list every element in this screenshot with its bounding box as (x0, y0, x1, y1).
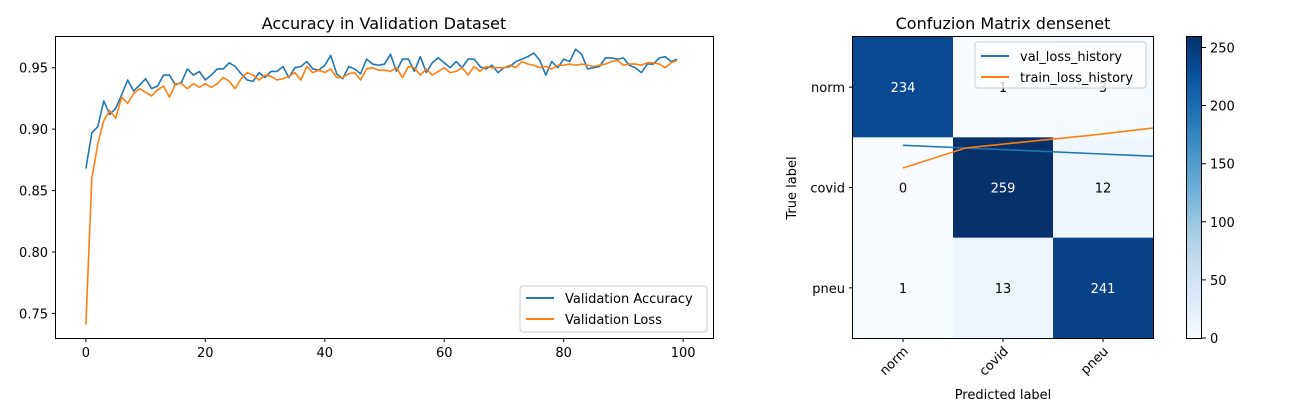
accuracy-series-lines (85, 48, 678, 325)
colorbar-tick-label: 100 (1210, 216, 1235, 231)
validation-loss-line (85, 59, 678, 325)
matrix-cell-value: 3 (1099, 81, 1107, 96)
confusion-col-labels: norm covid pneu (877, 338, 1112, 379)
confusion-overlay-lines (902, 127, 1154, 169)
colorbar-tick-label: 50 (1210, 274, 1227, 289)
val-loss-history-line (902, 144, 1154, 157)
matrix-cell (853, 37, 954, 138)
y-tick-label: 0.90 (19, 123, 48, 138)
confusion-row-labels: norm covid pneu (810, 81, 853, 297)
matrix-cell-value: 12 (1095, 182, 1112, 197)
colorbar-tick-label: 250 (1210, 41, 1235, 56)
matrix-cell (853, 137, 954, 239)
colorbar-tick-label: 0 (1210, 332, 1218, 347)
matrix-cell (953, 237, 1054, 339)
matrix-cell-value: 1 (999, 81, 1007, 96)
legend-label-validation-accuracy: Validation Accuracy (565, 292, 693, 307)
x-tick-label: 100 (671, 346, 696, 361)
accuracy-x-ticks: 0 20 40 60 80 100 (82, 338, 696, 361)
legend-label-val-loss-history: val_loss_history (1020, 50, 1122, 65)
x-tick-label: 60 (436, 346, 453, 361)
y-tick-label: 0.75 (19, 307, 48, 322)
confusion-overlay-legend: val_loss_history train_loss_history (974, 41, 1147, 89)
col-label: covid (977, 344, 1012, 379)
matrix-cell (1053, 237, 1154, 339)
colorbar (1186, 36, 1202, 339)
confusion-legend-box (974, 41, 1147, 89)
matrix-cell-value: 13 (995, 282, 1012, 297)
legend-label-validation-loss: Validation Loss (565, 313, 662, 328)
y-tick-label: 0.80 (19, 246, 48, 261)
matrix-cell-value: 1 (899, 282, 907, 297)
row-label: norm (811, 81, 845, 96)
matrix-cell-value: 0 (899, 182, 907, 197)
validation-accuracy-line (85, 48, 678, 169)
matrix-cell (953, 137, 1054, 239)
x-tick-label: 40 (316, 346, 333, 361)
confusion-y-axis-label: True label (785, 156, 800, 220)
y-tick-label: 0.95 (19, 62, 48, 77)
accuracy-legend-box (519, 285, 708, 333)
accuracy-plot-frame (55, 36, 714, 339)
colorbar-ticks: 0 50 100 150 200 250 (1202, 41, 1235, 347)
x-tick-label: 0 (82, 346, 90, 361)
confusion-matrix-title: Confuzion Matrix densenet (896, 14, 1111, 33)
accuracy-line-chart: Accuracy in Validation Dataset 0 20 40 60 80… (19, 14, 714, 361)
x-tick-label: 80 (555, 346, 572, 361)
colorbar-tick-label: 200 (1210, 100, 1235, 115)
y-tick-label: 0.85 (19, 185, 48, 200)
matrix-cell-value: 234 (891, 81, 916, 96)
colorbar-tick-label: 150 (1210, 158, 1235, 173)
train-loss-history-line (902, 127, 1154, 169)
x-tick-label: 20 (197, 346, 214, 361)
accuracy-legend: Validation Accuracy Validation Loss (519, 285, 708, 333)
row-label: pneu (812, 282, 845, 297)
confusion-x-axis-label: Predicted label (955, 388, 1052, 400)
col-label: norm (877, 344, 912, 379)
matrix-cell-value: 259 (991, 182, 1016, 197)
confusion-matrix-chart: Confuzion Matrix densenet 234 1 30 259 121 13… (785, 14, 1235, 400)
legend-label-train-loss-history: train_loss_history (1020, 71, 1133, 86)
row-label: covid (810, 182, 845, 197)
matrix-cell (853, 237, 954, 339)
matrix-cell-value: 241 (1091, 282, 1116, 297)
accuracy-chart-title: Accuracy in Validation Dataset (262, 14, 507, 33)
accuracy-y-ticks: 0.75 0.80 0.85 0.90 0.95 (19, 62, 56, 322)
col-label: pneu (1078, 344, 1112, 378)
